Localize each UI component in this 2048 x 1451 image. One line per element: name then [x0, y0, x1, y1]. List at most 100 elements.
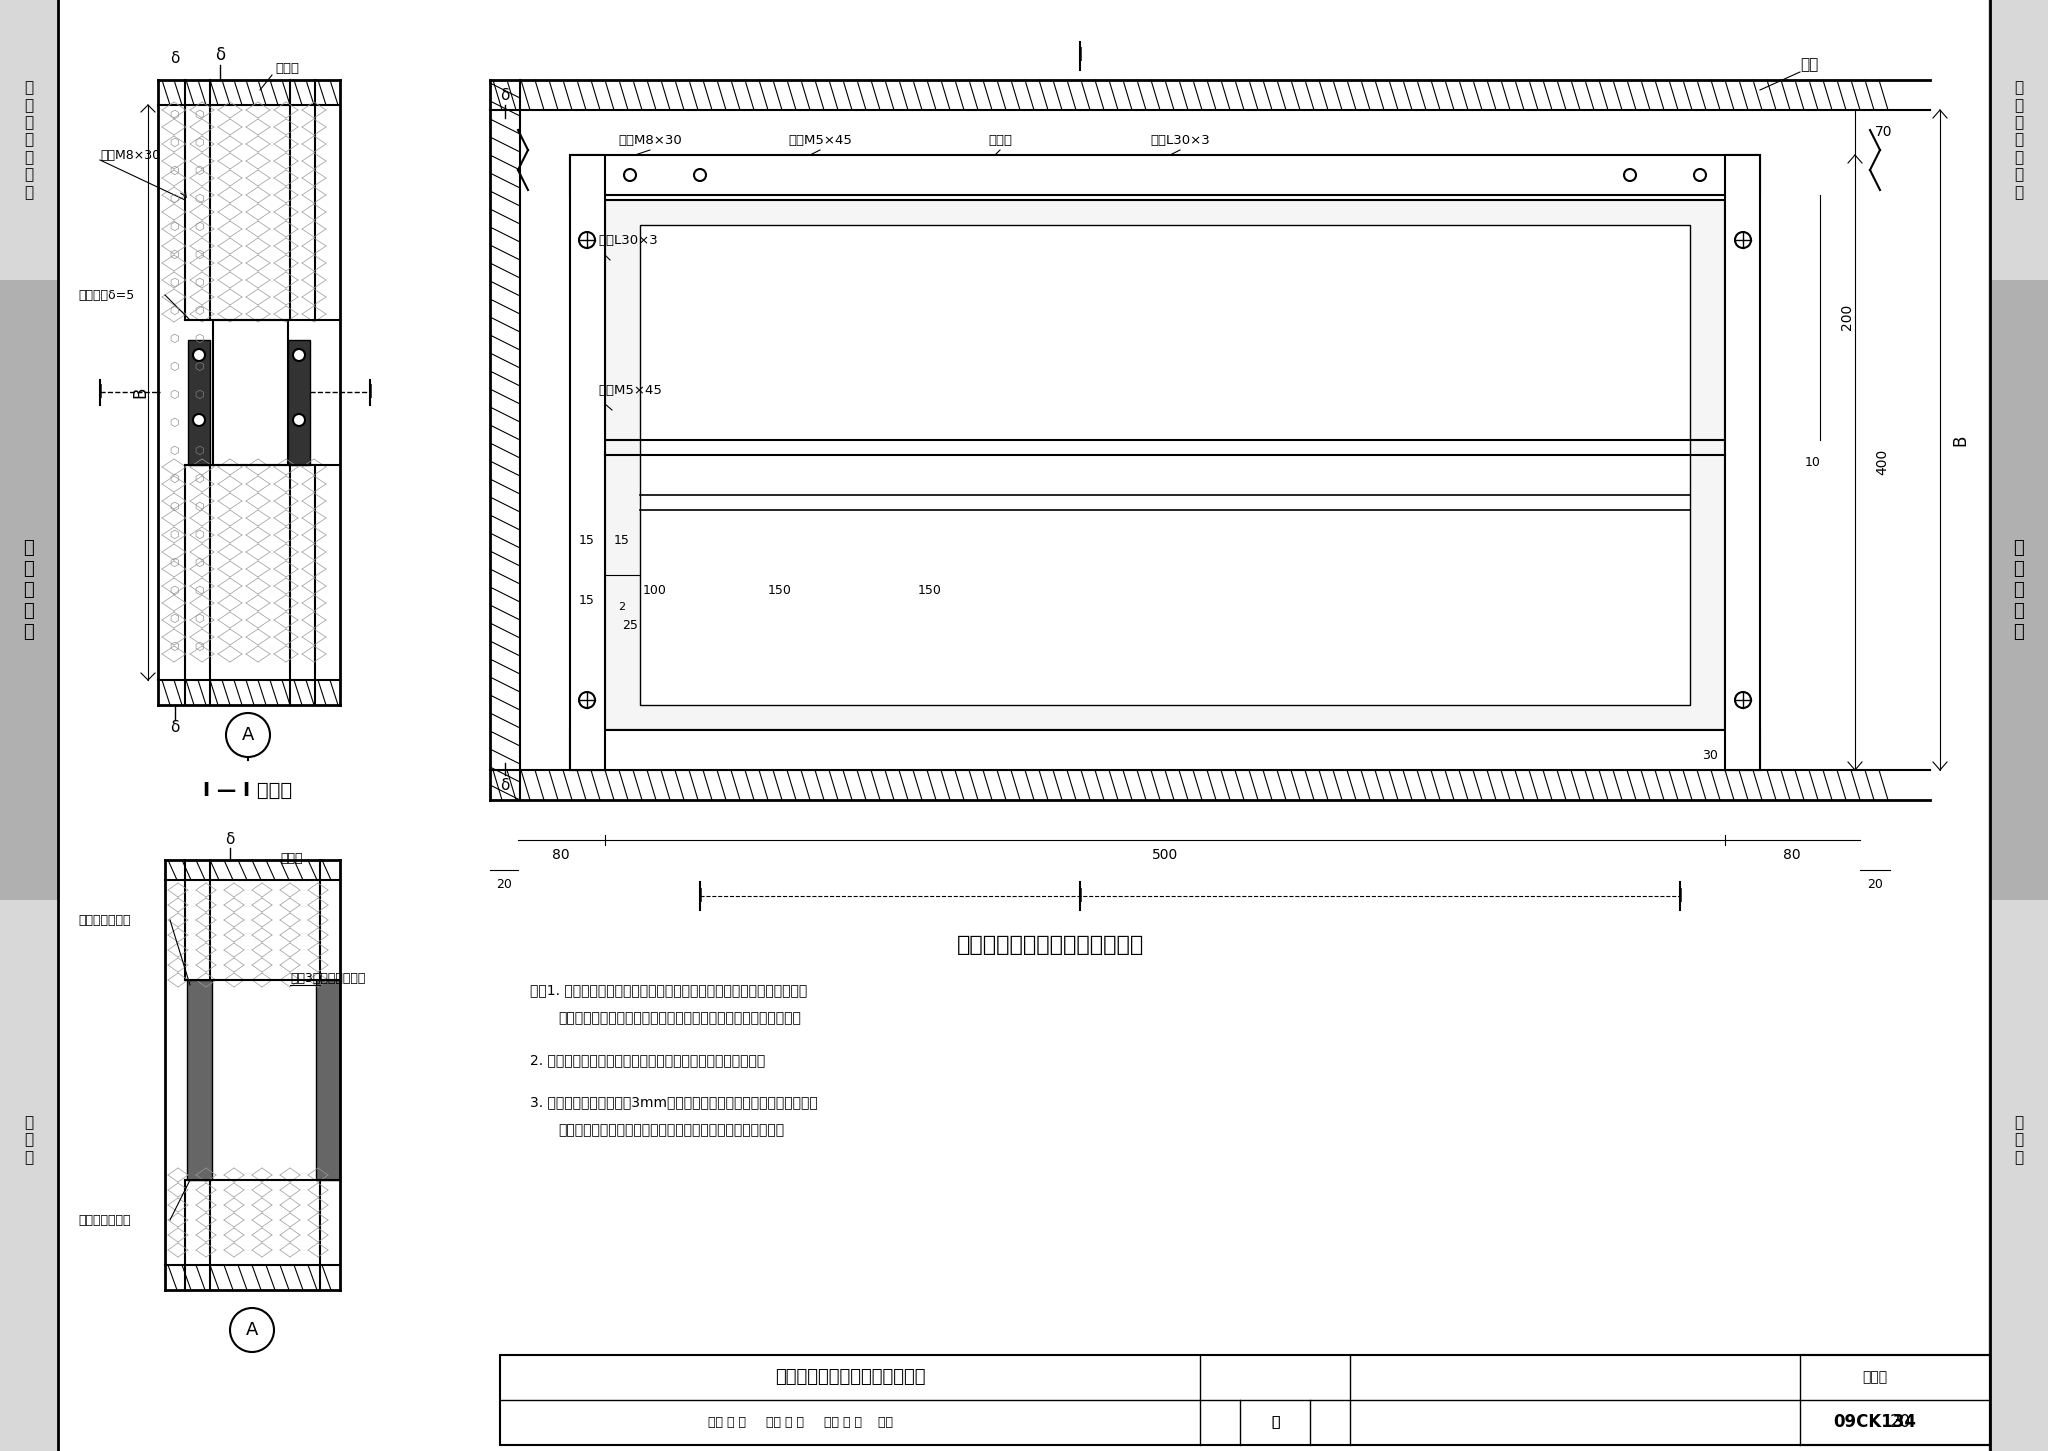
Text: ⬡: ⬡ [195, 502, 205, 512]
Text: ⬡: ⬡ [170, 222, 178, 232]
Text: ⬡: ⬡ [195, 165, 205, 176]
Text: ⬡: ⬡ [170, 502, 178, 512]
Text: 2: 2 [618, 602, 625, 612]
Text: 图集号: 图集号 [1862, 1370, 1888, 1384]
Text: ⬡: ⬡ [195, 418, 205, 428]
Text: 25: 25 [623, 618, 637, 631]
Text: 页: 页 [1272, 1415, 1280, 1429]
Text: ⬡: ⬡ [170, 474, 178, 485]
Text: 切割面涂保护层: 切割面涂保护层 [78, 1213, 131, 1226]
Bar [1991, 280, 2048, 900]
Text: A: A [242, 726, 254, 744]
Bar [0, 280, 57, 900]
Circle shape [293, 350, 305, 361]
Text: ⬡: ⬡ [170, 194, 178, 205]
Text: ⬡: ⬡ [195, 559, 205, 567]
Text: 安
装
类: 安 装 类 [25, 1116, 33, 1165]
Bar [0, 0, 59, 1451]
Circle shape [193, 414, 205, 427]
Bar [186, 979, 213, 1180]
Text: 100: 100 [643, 583, 668, 596]
Circle shape [1735, 692, 1751, 708]
Text: ⬡: ⬡ [170, 530, 178, 540]
Text: I: I [1077, 887, 1083, 905]
Text: δ: δ [170, 720, 180, 734]
Text: ⬡: ⬡ [195, 361, 205, 371]
Circle shape [293, 414, 305, 427]
Text: 70: 70 [1876, 125, 1892, 139]
Circle shape [225, 712, 270, 757]
Bar [569, 155, 1759, 194]
Text: ⬡: ⬡ [195, 334, 205, 344]
Text: ⬡: ⬡ [195, 110, 205, 120]
Text: 500: 500 [1151, 847, 1178, 862]
Bar [569, 155, 604, 770]
Text: ⬡: ⬡ [195, 279, 205, 287]
Text: 09CK134: 09CK134 [1833, 1413, 1917, 1431]
Circle shape [193, 350, 205, 361]
Text: 15: 15 [580, 534, 594, 547]
Text: I: I [696, 887, 702, 905]
Text: ⬡: ⬡ [170, 306, 178, 316]
Text: 目
录
与
编
制
说
明: 目 录 与 编 制 说 明 [2015, 80, 2023, 200]
Text: ⬡: ⬡ [170, 559, 178, 567]
Bar [315, 979, 340, 1180]
Text: 风管检查门的制作与安装示意图: 风管检查门的制作与安装示意图 [956, 934, 1143, 955]
Text: 20: 20 [1890, 1413, 1911, 1431]
Text: 15: 15 [580, 593, 594, 607]
Text: I: I [1677, 887, 1683, 905]
Circle shape [1694, 168, 1706, 181]
Text: 2. 检查门与门孔四周的切割面均应涂保护层，以防泡沫飞散。: 2. 检查门与门孔四周的切割面均应涂保护层，以防泡沫飞散。 [530, 1053, 766, 1066]
Bar [604, 200, 1724, 730]
Text: 角钢L30×3: 角钢L30×3 [1151, 133, 1210, 147]
Text: ⬡: ⬡ [195, 194, 205, 205]
Text: ⬡: ⬡ [170, 279, 178, 287]
Text: 200: 200 [1839, 303, 1853, 331]
Text: 审核 渠 谦     校对 张 葳     设计 刘 强    刘强: 审核 渠 谦 校对 张 葳 设计 刘 强 刘强 [707, 1416, 893, 1428]
Text: 螺栓M8×30: 螺栓M8×30 [100, 148, 160, 161]
Text: ⬡: ⬡ [170, 165, 178, 176]
Text: 橡胶垫圈δ=5: 橡胶垫圈δ=5 [78, 289, 135, 302]
Text: 检查门: 检查门 [987, 133, 1012, 147]
Circle shape [580, 692, 596, 708]
Text: 400: 400 [1876, 448, 1888, 474]
Text: δ: δ [170, 51, 180, 65]
Circle shape [580, 232, 596, 248]
Text: ⬡: ⬡ [195, 222, 205, 232]
Text: ⬡: ⬡ [195, 390, 205, 400]
Bar [0, 900, 57, 1380]
Text: 目
录
与
编
制
说
明: 目 录 与 编 制 说 明 [25, 80, 33, 200]
Text: ⬡: ⬡ [170, 138, 178, 148]
Bar [1989, 0, 2048, 1451]
Text: B: B [131, 386, 150, 398]
Text: 3. 关闭检查门时，应先将3mm厚的聚乙烯密封条粘贴在门孔四周的切割: 3. 关闭检查门时，应先将3mm厚的聚乙烯密封条粘贴在门孔四周的切割 [530, 1096, 817, 1109]
Text: 螺栓M5×45: 螺栓M5×45 [788, 133, 852, 147]
Text: 螺栓M8×30: 螺栓M8×30 [618, 133, 682, 147]
Text: 150: 150 [918, 583, 942, 596]
Text: 面上，然后再封闭安装。要求门与风管壁面应平整，不松动。: 面上，然后再封闭安装。要求门与风管壁面应平整，不松动。 [557, 1123, 784, 1138]
Text: δ: δ [215, 46, 225, 64]
Text: ⬡: ⬡ [195, 445, 205, 456]
Text: ⬡: ⬡ [170, 614, 178, 624]
Bar [289, 340, 309, 464]
Text: ⬡: ⬡ [195, 586, 205, 596]
Text: ⬡: ⬡ [195, 306, 205, 316]
Bar [1724, 155, 1759, 770]
Bar [569, 730, 1759, 770]
Text: δ: δ [500, 87, 510, 103]
Circle shape [694, 168, 707, 181]
Text: ⬡: ⬡ [195, 474, 205, 485]
Text: 检查门: 检查门 [281, 852, 303, 865]
Text: 风管检查门的制作与安装示意图: 风管检查门的制作与安装示意图 [774, 1368, 926, 1386]
Text: 30: 30 [1702, 749, 1718, 762]
Text: ⬡: ⬡ [195, 530, 205, 540]
Text: I — I 剖面图: I — I 剖面图 [203, 781, 293, 800]
Text: ⬡: ⬡ [170, 110, 178, 120]
Text: 页: 页 [1272, 1415, 1280, 1429]
Bar [1991, 900, 2048, 1380]
Text: 填塞3厚聚乙烯密封条: 填塞3厚聚乙烯密封条 [291, 972, 365, 984]
Text: A: A [246, 1320, 258, 1339]
Text: 注：1. 在风管侧板上划出检查门的切割线，再用手提式切割机切割。切割: 注：1. 在风管侧板上划出检查门的切割线，再用手提式切割机切割。切割 [530, 982, 807, 997]
Text: I: I [1077, 45, 1083, 64]
Text: 15: 15 [614, 534, 631, 547]
